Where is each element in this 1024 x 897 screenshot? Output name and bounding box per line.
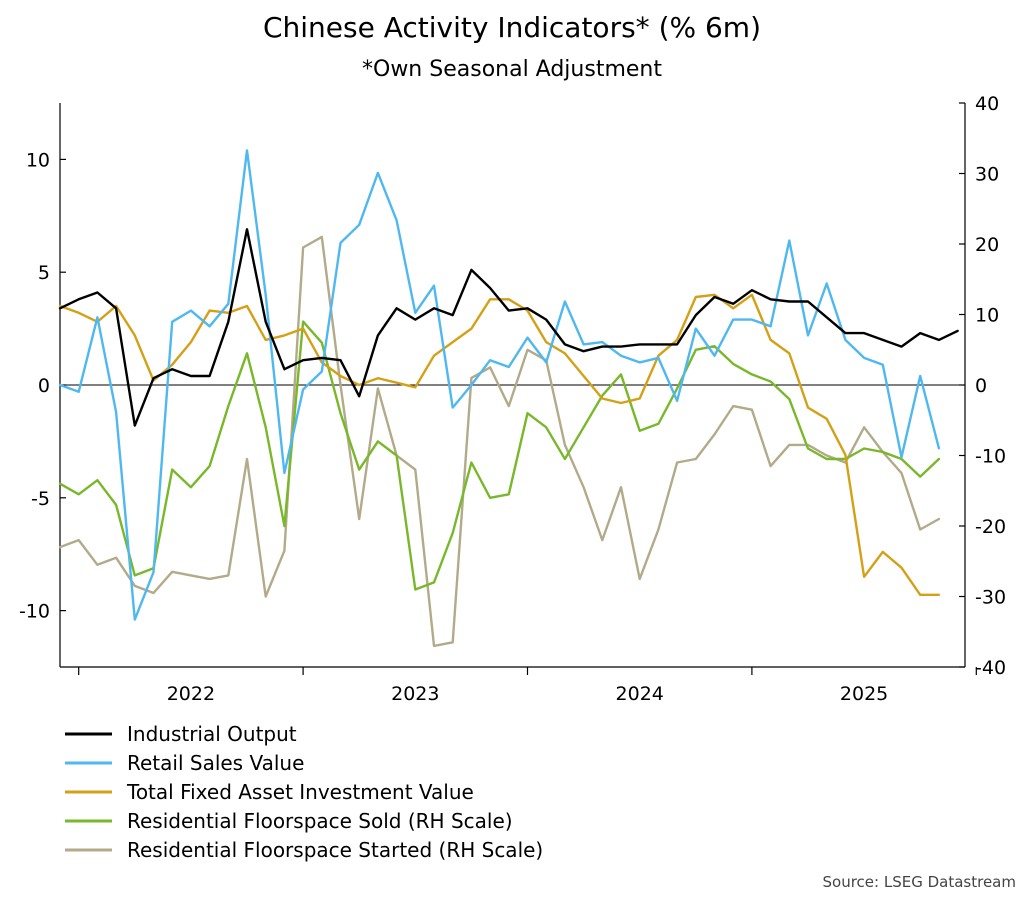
series-line-industrial-output [58, 228, 959, 427]
right-tick-label: -20 [975, 516, 1006, 538]
x-tick-label: 2022 [167, 683, 215, 705]
left-tick-label: 10 [26, 149, 50, 171]
right-tick-label: -10 [975, 446, 1006, 468]
legend-label: Industrial Output [127, 722, 297, 746]
series-lines [58, 149, 959, 648]
axes: 10 5 0 -5 -10 40 30 20 10 0 -10 -20 -30 -40 2022 2023 20… [19, 93, 1006, 705]
legend-label: Residential Floorspace Sold (RH Scale) [127, 809, 513, 833]
right-tick-label: -30 [975, 587, 1006, 609]
left-tick-label: -5 [31, 488, 50, 510]
series-line-residential-floorspace-sold-rh-scale [58, 320, 941, 591]
right-tick-label: 10 [975, 305, 999, 327]
legend-label: Total Fixed Asset Investment Value [126, 780, 474, 804]
right-tick-label: 20 [975, 234, 999, 256]
x-tick-label: 2024 [616, 683, 664, 705]
series-line-retail-sales-value [58, 149, 941, 621]
left-tick-label: -10 [19, 601, 50, 623]
right-tick-label: 40 [975, 93, 999, 115]
chart-title: Chinese Activity Indicators* (% 6m) [263, 11, 761, 44]
x-tick-label: 2023 [391, 683, 439, 705]
left-tick-label: 5 [38, 262, 50, 284]
source-note: Source: LSEG Datastream [823, 873, 1016, 891]
legend: Industrial Output Retail Sales Value Total… [65, 722, 543, 862]
left-tick-label: 0 [38, 375, 50, 397]
chart-subtitle: *Own Seasonal Adjustment [362, 57, 662, 82]
series-line-residential-floorspace-started-rh-scale [58, 235, 941, 648]
right-tick-label: 0 [975, 375, 987, 397]
x-tick-label: 2025 [840, 683, 888, 705]
legend-label: Retail Sales Value [127, 751, 304, 775]
right-tick-label: -40 [975, 657, 1006, 679]
right-tick-label: 30 [975, 164, 999, 186]
legend-label: Residential Floorspace Started (RH Scale… [127, 838, 543, 862]
